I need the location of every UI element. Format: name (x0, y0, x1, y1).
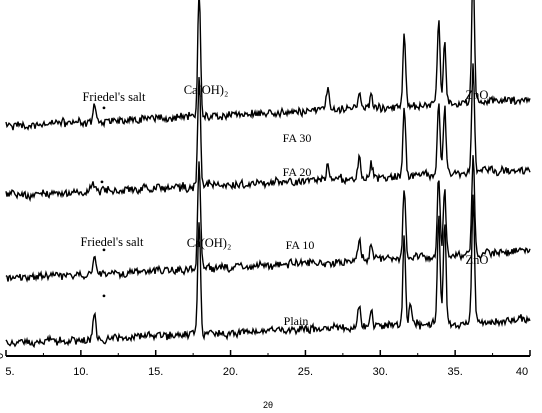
annotation-caoh2-bottom: Ca(OH)₂ (187, 236, 232, 250)
annotation-friedels-salt-top: Friedel's salt (82, 90, 146, 104)
x-tick-label: 5. (5, 366, 14, 378)
series-label-plain: Plain (284, 314, 309, 328)
x-axis-ticks: 5. 10. 15. 20. 25. 30. 35. 40 (5, 350, 531, 378)
x-tick-label: 20. (223, 366, 238, 378)
series-label-fa20: FA 20 (283, 165, 312, 179)
x-tick-label: 40 (516, 366, 528, 378)
diffraction-traces (5, 0, 531, 349)
friedels-salt-marker-fa30: • (102, 101, 106, 115)
trace-fa20 (5, 63, 531, 203)
x-tick-label: 25. (298, 366, 313, 378)
series-label-fa10: FA 10 (286, 238, 315, 252)
annotation-caoh2-top: Ca(OH)₂ (184, 83, 229, 97)
x-axis-title: 2θ (263, 400, 273, 410)
friedels-salt-marker-fa10: • (102, 243, 106, 257)
friedels-salt-marker-plain: • (102, 289, 106, 303)
friedels-salt-marker-fa20: • (100, 175, 104, 189)
x-tick-label: 15. (148, 366, 163, 378)
trace-fa10 (5, 155, 531, 283)
series-label-fa30: FA 30 (283, 131, 312, 145)
annotation-zno-top: ZnO (466, 88, 489, 102)
x-tick-label: 30. (373, 366, 388, 378)
annotation-friedels-salt-bottom: Friedel's salt (80, 235, 144, 249)
y-zero-label: 0 (0, 353, 6, 359)
x-tick-label: 10. (73, 366, 88, 378)
x-tick-label: 35. (447, 366, 462, 378)
annotation-zno-bottom: ZnO (466, 253, 489, 267)
trace-fa30 (5, 0, 531, 131)
trace-plain (5, 194, 531, 349)
